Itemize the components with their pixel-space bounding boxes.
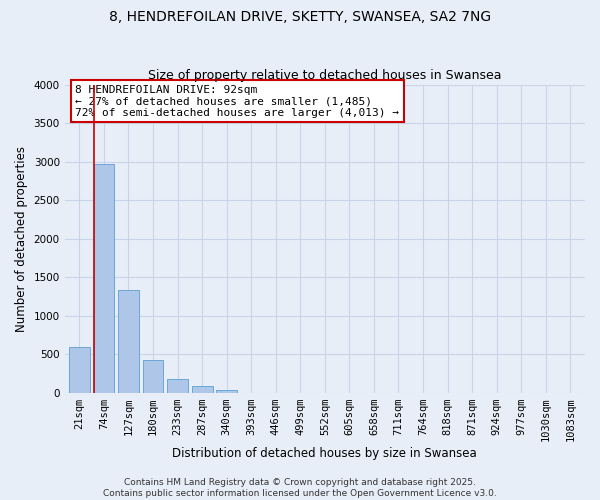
Bar xyxy=(216,390,237,393)
Bar xyxy=(191,386,212,393)
Text: 8, HENDREFOILAN DRIVE, SKETTY, SWANSEA, SA2 7NG: 8, HENDREFOILAN DRIVE, SKETTY, SWANSEA, … xyxy=(109,10,491,24)
Title: Size of property relative to detached houses in Swansea: Size of property relative to detached ho… xyxy=(148,69,502,82)
Bar xyxy=(94,164,115,393)
X-axis label: Distribution of detached houses by size in Swansea: Distribution of detached houses by size … xyxy=(172,447,477,460)
Bar xyxy=(69,346,90,393)
Bar xyxy=(167,380,188,393)
Bar xyxy=(118,290,139,393)
Text: 8 HENDREFOILAN DRIVE: 92sqm
← 27% of detached houses are smaller (1,485)
72% of : 8 HENDREFOILAN DRIVE: 92sqm ← 27% of det… xyxy=(75,84,399,118)
Text: Contains HM Land Registry data © Crown copyright and database right 2025.
Contai: Contains HM Land Registry data © Crown c… xyxy=(103,478,497,498)
Bar xyxy=(143,360,163,393)
Y-axis label: Number of detached properties: Number of detached properties xyxy=(15,146,28,332)
